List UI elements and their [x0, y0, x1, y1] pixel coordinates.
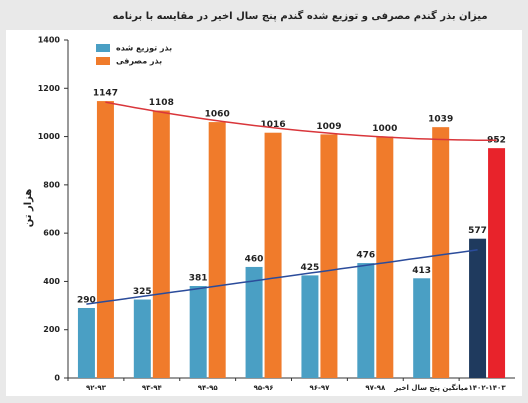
bar: [152, 110, 170, 379]
data-label: 1009: [316, 122, 341, 132]
y-tick-label: 1000: [38, 132, 61, 141]
data-label: 476: [356, 251, 375, 261]
chart-title: میزان بذر گندم مصرفی و توزیع شده گندم پن…: [112, 9, 487, 22]
bar: [488, 148, 506, 378]
legend-label: بذر مصرفی: [116, 57, 162, 66]
trendline: [105, 101, 497, 142]
data-label: 577: [468, 226, 487, 236]
data-label: 325: [133, 287, 152, 297]
y-tick-label: 800: [43, 180, 60, 189]
y-tick-label: 1400: [38, 36, 61, 45]
bar: [357, 263, 375, 378]
data-label: 1039: [428, 115, 453, 125]
y-axis-label: هزار تن: [23, 189, 34, 228]
data-label: 1147: [93, 89, 118, 99]
bar: [320, 134, 338, 378]
x-tick-label: میانگین پنج سال اخیر: [393, 383, 468, 392]
x-tick-label: ۹۶-۹۷: [309, 384, 330, 392]
y-tick-label: 400: [43, 277, 60, 286]
legend-swatch: [96, 44, 110, 52]
bar: [413, 278, 431, 378]
data-label: 1000: [372, 124, 397, 134]
data-label: 413: [412, 266, 431, 276]
x-tick-label: ۹۳-۹۴: [142, 384, 163, 392]
data-label: 381: [189, 274, 208, 284]
bar: [264, 132, 282, 378]
y-tick-label: 1200: [38, 84, 61, 93]
bar: [189, 286, 207, 378]
y-tick-label: 600: [43, 229, 60, 238]
data-label: 1060: [205, 110, 230, 120]
data-label: 1108: [149, 98, 174, 108]
x-tick-label: ۱۴۰۲-۱۴۰۳: [469, 384, 507, 392]
x-tick-label: ۹۵-۹۶: [254, 384, 274, 392]
x-tick-label: ۹۲-۹۳: [86, 384, 107, 392]
legend-swatch: [96, 57, 110, 65]
data-label: 460: [245, 254, 264, 264]
bar: [376, 136, 394, 378]
data-label: 1016: [261, 120, 286, 130]
bar: [133, 299, 151, 378]
bar: [432, 127, 450, 378]
x-tick-label: ۹۴-۹۵: [198, 384, 219, 392]
y-tick-label: 200: [43, 325, 60, 334]
bar: [245, 266, 263, 378]
data-label: 290: [77, 295, 96, 305]
data-label: 425: [301, 263, 320, 273]
bar: [77, 307, 95, 378]
legend-label: بذر توزیع شده: [116, 44, 172, 53]
bar: [96, 101, 114, 379]
bar: [208, 122, 226, 378]
bar: [301, 275, 319, 378]
x-tick-label: ۹۷-۹۸: [365, 384, 386, 392]
bar: [469, 238, 487, 378]
trendline: [86, 249, 478, 305]
y-tick-label: 0: [54, 374, 60, 383]
